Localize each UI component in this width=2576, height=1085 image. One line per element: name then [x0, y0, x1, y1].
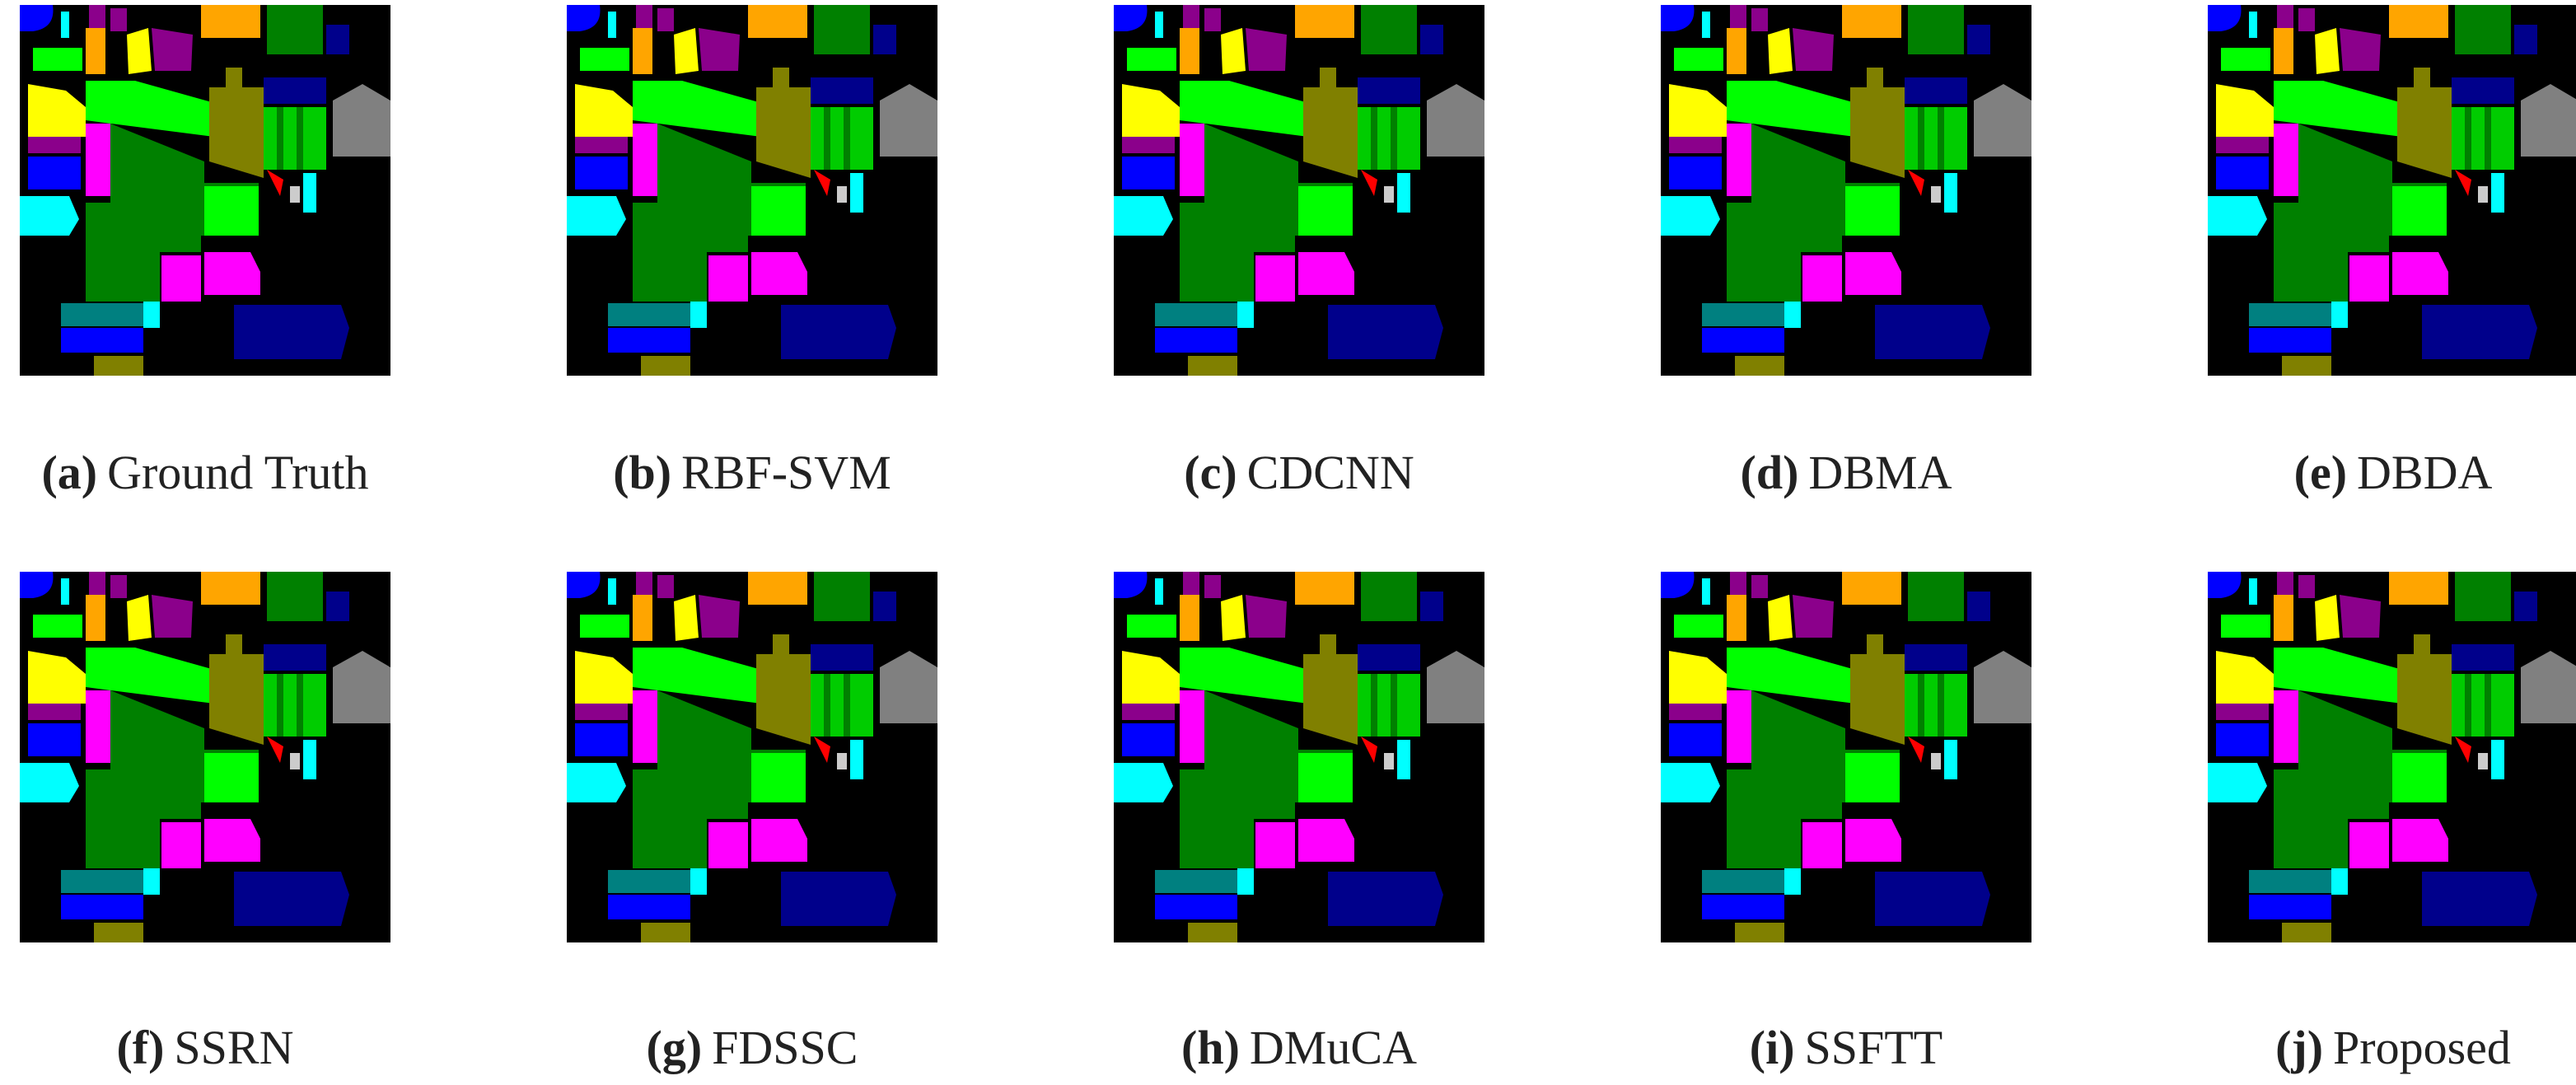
- caption-text: FDSSC: [712, 1021, 858, 1074]
- caption: (a) Ground Truth: [0, 445, 452, 500]
- caption: (b) RBF-SVM: [505, 445, 999, 500]
- caption-label: (a): [41, 446, 98, 499]
- caption-label: (g): [646, 1021, 703, 1074]
- caption: (c) CDCNN: [1052, 445, 1546, 500]
- caption-text: SSFTT: [1804, 1021, 1943, 1074]
- caption-text: DBMA: [1808, 446, 1952, 499]
- caption-label: (e): [2293, 446, 2348, 499]
- caption-text: DMuCA: [1249, 1021, 1417, 1074]
- caption-text: SSRN: [174, 1021, 294, 1074]
- caption: (j) Proposed: [2146, 1020, 2576, 1075]
- caption: (g) FDSSC: [505, 1020, 999, 1075]
- caption-text: DBDA: [2357, 446, 2493, 499]
- caption: (h) DMuCA: [1052, 1020, 1546, 1075]
- caption: (i) SSFTT: [1599, 1020, 2093, 1075]
- classification-map: [1114, 572, 1484, 942]
- caption-text: Proposed: [2333, 1021, 2511, 1074]
- caption-label: (i): [1749, 1021, 1795, 1074]
- caption-label: (b): [613, 446, 672, 499]
- caption-label: (c): [1184, 446, 1237, 499]
- caption-label: (h): [1181, 1021, 1240, 1074]
- caption: (d) DBMA: [1599, 445, 2093, 500]
- classification-map: [20, 5, 390, 376]
- classification-map: [1661, 5, 2031, 376]
- classification-map: [1114, 5, 1484, 376]
- classification-map: [2208, 5, 2576, 376]
- classification-map: [567, 572, 937, 942]
- caption-text: CDCNN: [1246, 446, 1414, 499]
- caption-label: (d): [1740, 446, 1799, 499]
- classification-map: [20, 572, 390, 942]
- caption: (e) DBDA: [2146, 445, 2576, 500]
- classification-map: [2208, 572, 2576, 942]
- caption-text: RBF-SVM: [681, 446, 891, 499]
- caption: (f) SSRN: [0, 1020, 452, 1075]
- classification-map: [567, 5, 937, 376]
- caption-label: (f): [116, 1021, 165, 1074]
- classification-map: [1661, 572, 2031, 942]
- caption-label: (j): [2275, 1021, 2324, 1074]
- caption-text: Ground Truth: [107, 446, 369, 499]
